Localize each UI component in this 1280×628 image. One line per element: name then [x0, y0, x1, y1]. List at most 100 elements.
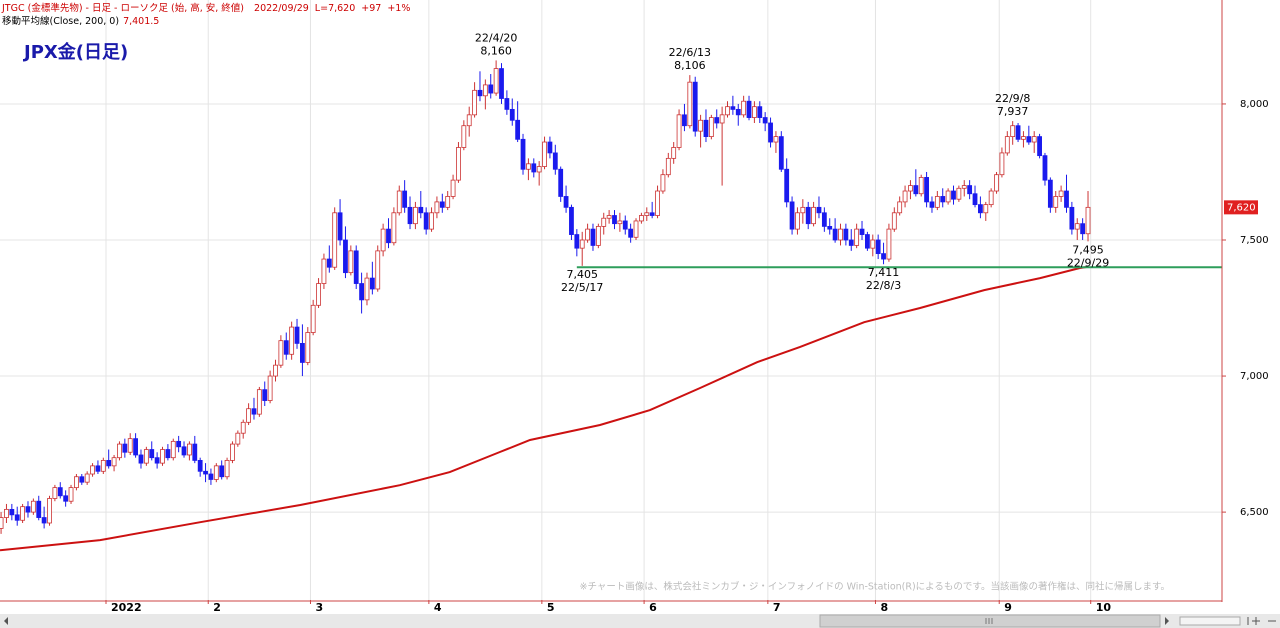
scroll-thumb[interactable]: [819, 614, 1161, 628]
candle-body: [902, 190, 908, 203]
candle-body: [1074, 223, 1080, 230]
candle-body: [1031, 136, 1037, 143]
candle-body: [558, 168, 564, 197]
candle-body: [827, 225, 833, 230]
candle-body: [606, 215, 612, 219]
moving-average-line: [0, 265, 1089, 552]
candle-body: [14, 514, 20, 521]
candle-body: [192, 443, 198, 461]
candle-body: [719, 114, 725, 124]
candle-body: [983, 204, 989, 214]
candle-body: [875, 239, 881, 255]
candle-body: [757, 106, 763, 118]
candle-body: [924, 177, 929, 203]
candle-body: [956, 187, 962, 200]
ma-last: 7,401.5: [123, 16, 159, 27]
candle-body: [219, 465, 225, 478]
candle-body: [961, 185, 967, 189]
candle-body: [531, 163, 537, 173]
candle-body: [816, 206, 822, 214]
candle-body: [122, 443, 128, 453]
zoom-slider[interactable]: [1179, 616, 1241, 626]
scroll-left[interactable]: [4, 617, 8, 625]
annotation: 22/4/208,160: [475, 31, 517, 57]
candle-body: [369, 277, 375, 290]
candle-body: [628, 228, 634, 238]
candle-body: [649, 212, 655, 216]
candle-body: [988, 190, 994, 206]
candle-body: [595, 225, 601, 246]
candle-body: [353, 250, 359, 284]
candle-body: [364, 277, 370, 301]
candle-body: [1053, 196, 1059, 208]
last-price-box: [1224, 200, 1258, 215]
candle-body: [273, 364, 278, 377]
candle-body: [854, 228, 860, 246]
candle-body: [714, 117, 720, 124]
scrollbar: [0, 614, 1280, 628]
candle-body: [74, 476, 79, 489]
annotation-value: 7,495: [1072, 243, 1104, 256]
chart-title: JPX金(日足): [22, 41, 128, 63]
candle-body: [741, 100, 747, 116]
candle-body: [1015, 125, 1021, 140]
candle-body: [569, 206, 574, 235]
candle-body: [945, 190, 951, 203]
candle-body: [305, 332, 311, 363]
candle-body: [278, 340, 284, 366]
candle-body: [579, 239, 585, 249]
candle-body: [197, 460, 203, 472]
zoom-buttons[interactable]: [1247, 617, 1276, 625]
candle-body: [482, 84, 488, 97]
candle-body: [977, 204, 983, 214]
candle-body: [267, 375, 273, 401]
candle-body: [552, 152, 558, 170]
candle-body: [450, 179, 456, 197]
header-last: 7,620: [328, 3, 355, 14]
x-tick-label: 4: [434, 601, 442, 614]
candle-body: [240, 421, 246, 434]
candle-body: [585, 228, 590, 241]
candle-body: [4, 508, 9, 518]
candle-body: [47, 498, 52, 524]
candle-body: [187, 443, 192, 456]
annotation-value: 8,160: [480, 44, 512, 57]
annotation-date: 22/4/20: [475, 31, 517, 44]
candle-body: [789, 201, 795, 230]
annotation-value: 7,937: [997, 105, 1029, 118]
candle-body: [117, 443, 122, 459]
candle-body: [143, 449, 149, 464]
candle-body: [612, 215, 617, 225]
candle-body: [289, 326, 295, 355]
annotation-value: 7,411: [868, 266, 900, 279]
candle-body: [418, 206, 424, 214]
candle-body: [348, 250, 354, 274]
candle-body: [843, 228, 849, 241]
copyright-note: ※チャート画像は、株式会社ミンカブ・ジ・インフォノイドの Win-Station…: [580, 581, 1170, 593]
candle-body: [310, 304, 316, 333]
candle-body: [940, 196, 946, 203]
candle-body: [951, 190, 956, 200]
scroll-right[interactable]: [1165, 617, 1169, 625]
candle-body: [622, 220, 628, 230]
candle-body: [1085, 206, 1091, 235]
candle-body: [230, 443, 235, 461]
candle-body: [660, 174, 666, 192]
candle-body: [633, 220, 639, 238]
annotation-date: 22/8/3: [866, 279, 901, 292]
x-tick-label: 6: [649, 601, 657, 614]
candle-body: [838, 228, 843, 241]
x-tick-label: 7: [773, 601, 781, 614]
candle-body: [472, 89, 477, 116]
candle-body: [477, 89, 483, 97]
candle-body: [68, 487, 74, 502]
candle-body: [434, 201, 440, 214]
candle-body: [294, 326, 300, 344]
candle-body: [1080, 223, 1086, 235]
candle-body: [106, 460, 112, 467]
candle-body: [886, 228, 892, 260]
candle-body: [321, 258, 327, 284]
candle-body: [170, 440, 176, 459]
candle-body: [0, 517, 4, 529]
